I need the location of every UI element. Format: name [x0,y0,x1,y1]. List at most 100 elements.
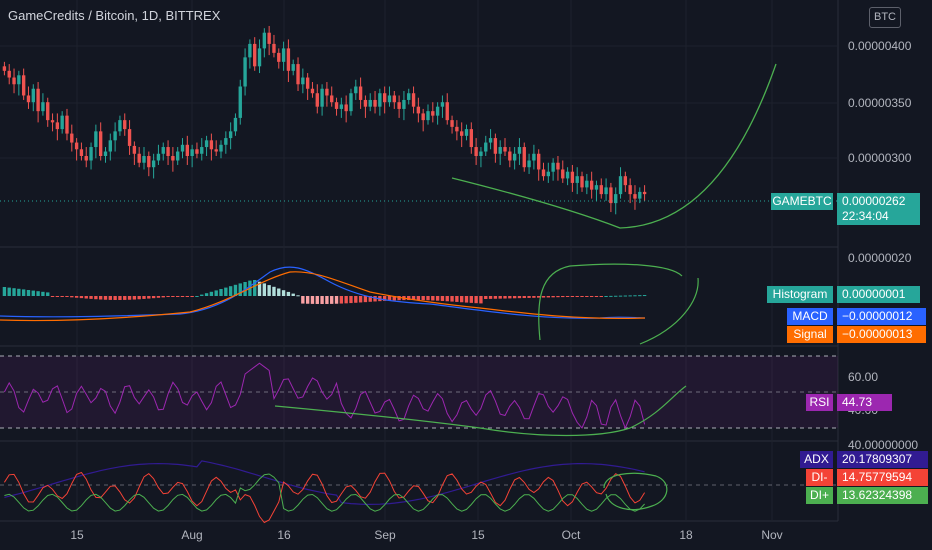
histogram-bar [214,290,218,296]
candle-body [180,144,185,152]
adx-axis-label: 40.00000000 [848,438,918,452]
candle-body [344,104,348,112]
histogram-bar [291,293,295,296]
histogram-bar [41,291,45,296]
signal-tag-label: Signal [787,326,833,343]
histogram-bar [440,296,445,301]
histogram-bar [12,288,16,296]
price-tag-label: GAMEBTC [771,193,833,210]
candle-body [89,147,93,161]
histogram-bar [89,296,93,299]
candle-body [156,153,161,161]
histogram-bar [310,296,315,304]
histogram-bar [103,296,108,300]
histogram-bar [455,296,459,302]
di-minus-tag-value: 14.75779594 [837,469,928,486]
price-axis-label: 0.00000350 [848,96,912,110]
candle-body [171,156,175,161]
histogram-bar [435,296,440,301]
candle-body [137,153,141,163]
candle-body [358,86,363,100]
histogram-bar [493,296,498,299]
histogram-bar [123,296,127,300]
candle-body [334,102,339,109]
candle-body [474,147,478,157]
currency-badge[interactable]: BTC [869,7,901,28]
histogram-bar [79,296,84,299]
histogram-bar [224,287,228,296]
candle-body [147,156,151,168]
candle-body [532,153,536,161]
histogram-bar [94,296,98,300]
candle-body [484,142,488,152]
candle-body [508,151,512,161]
candle-body [17,75,21,85]
candle-body [103,151,108,157]
macd-axis-label: 0.00000020 [848,251,912,265]
candle-body [21,75,26,96]
candle-body [228,131,233,139]
histogram-bar [113,296,117,300]
histogram-bar [7,287,11,296]
histogram-bar [156,296,161,298]
rsi-tag-label: RSI [806,394,833,411]
price-tag-value: 0.00000262 [837,193,920,210]
histogram-bar [565,296,570,297]
histogram-bar [368,296,372,302]
histogram-bar [180,296,185,297]
histogram-bar [84,296,88,299]
candle-body [623,176,628,186]
candle-body [440,102,445,107]
histogram-bar [2,287,7,296]
histogram-bar [98,296,103,300]
histogram-bar [642,295,647,297]
candle-body [416,106,421,114]
histogram-bar [517,296,522,299]
histogram-bar [594,296,599,297]
candle-body [503,147,507,152]
candle-body [459,131,464,136]
candle-body [65,115,69,134]
histogram-bar [508,296,512,299]
histogram-bar [541,296,546,298]
candle-body [565,171,570,179]
time-axis-label: 18 [679,528,693,542]
candle-body [142,156,146,163]
adx-tag-label: ADX [800,451,833,468]
candle-body [580,176,584,188]
histogram-bar [503,296,507,299]
candle-body [98,131,103,157]
candle-body [402,99,406,109]
candle-body [204,140,209,148]
histogram-bar [484,296,488,299]
time-axis-label: Oct [562,528,581,542]
histogram-bar [26,290,31,296]
histogram-bar [633,295,637,297]
histogram-bar [349,296,353,304]
histogram-bar [397,296,401,301]
candle-body [12,77,16,85]
histogram-bar [147,296,151,299]
histogram-bar [277,288,281,296]
histogram-bar [46,292,50,296]
histogram-bar [166,296,170,298]
histogram-bar [31,290,35,296]
histogram-bar [488,296,493,299]
candle-body [305,77,310,89]
histogram-bar [426,296,430,301]
di-minus-line [3,471,646,524]
histogram-bar [74,296,79,298]
candle-body [421,113,425,121]
histogram-bar [464,296,469,303]
histogram-bar [358,296,363,303]
candle-body [479,151,483,157]
signal-tag-value: −0.00000013 [837,326,926,343]
candle-body [94,131,98,148]
candle-body [373,99,377,107]
candle-body [281,48,286,62]
histogram-bar [618,295,623,297]
histogram-bar [137,296,141,300]
histogram-bar [21,289,26,296]
histogram-bar [479,296,483,304]
